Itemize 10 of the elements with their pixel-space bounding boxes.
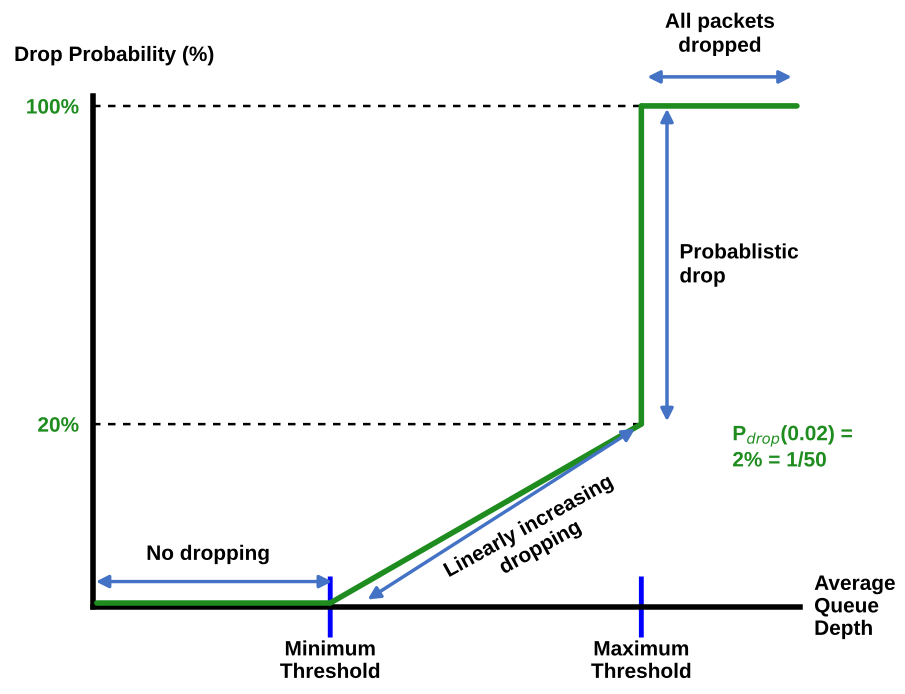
x-tick-label: Minimum Threshold [280,640,380,678]
annotation: P$_{drop}$(0.02) = 2% = 1/50 [733,425,852,467]
x-axis-title: Average Queue Depth [814,576,895,640]
x-tick-label: Maximum Threshold [591,640,690,678]
y-axis-title: Drop Probability (%) [15,46,214,66]
y-tick-label: 100% [27,98,79,114]
text: All packets dropped [665,12,774,56]
y-tick-label: 20% [38,417,79,432]
annotation: No dropping [148,544,269,564]
annotation: Probablistic drop [680,243,798,287]
